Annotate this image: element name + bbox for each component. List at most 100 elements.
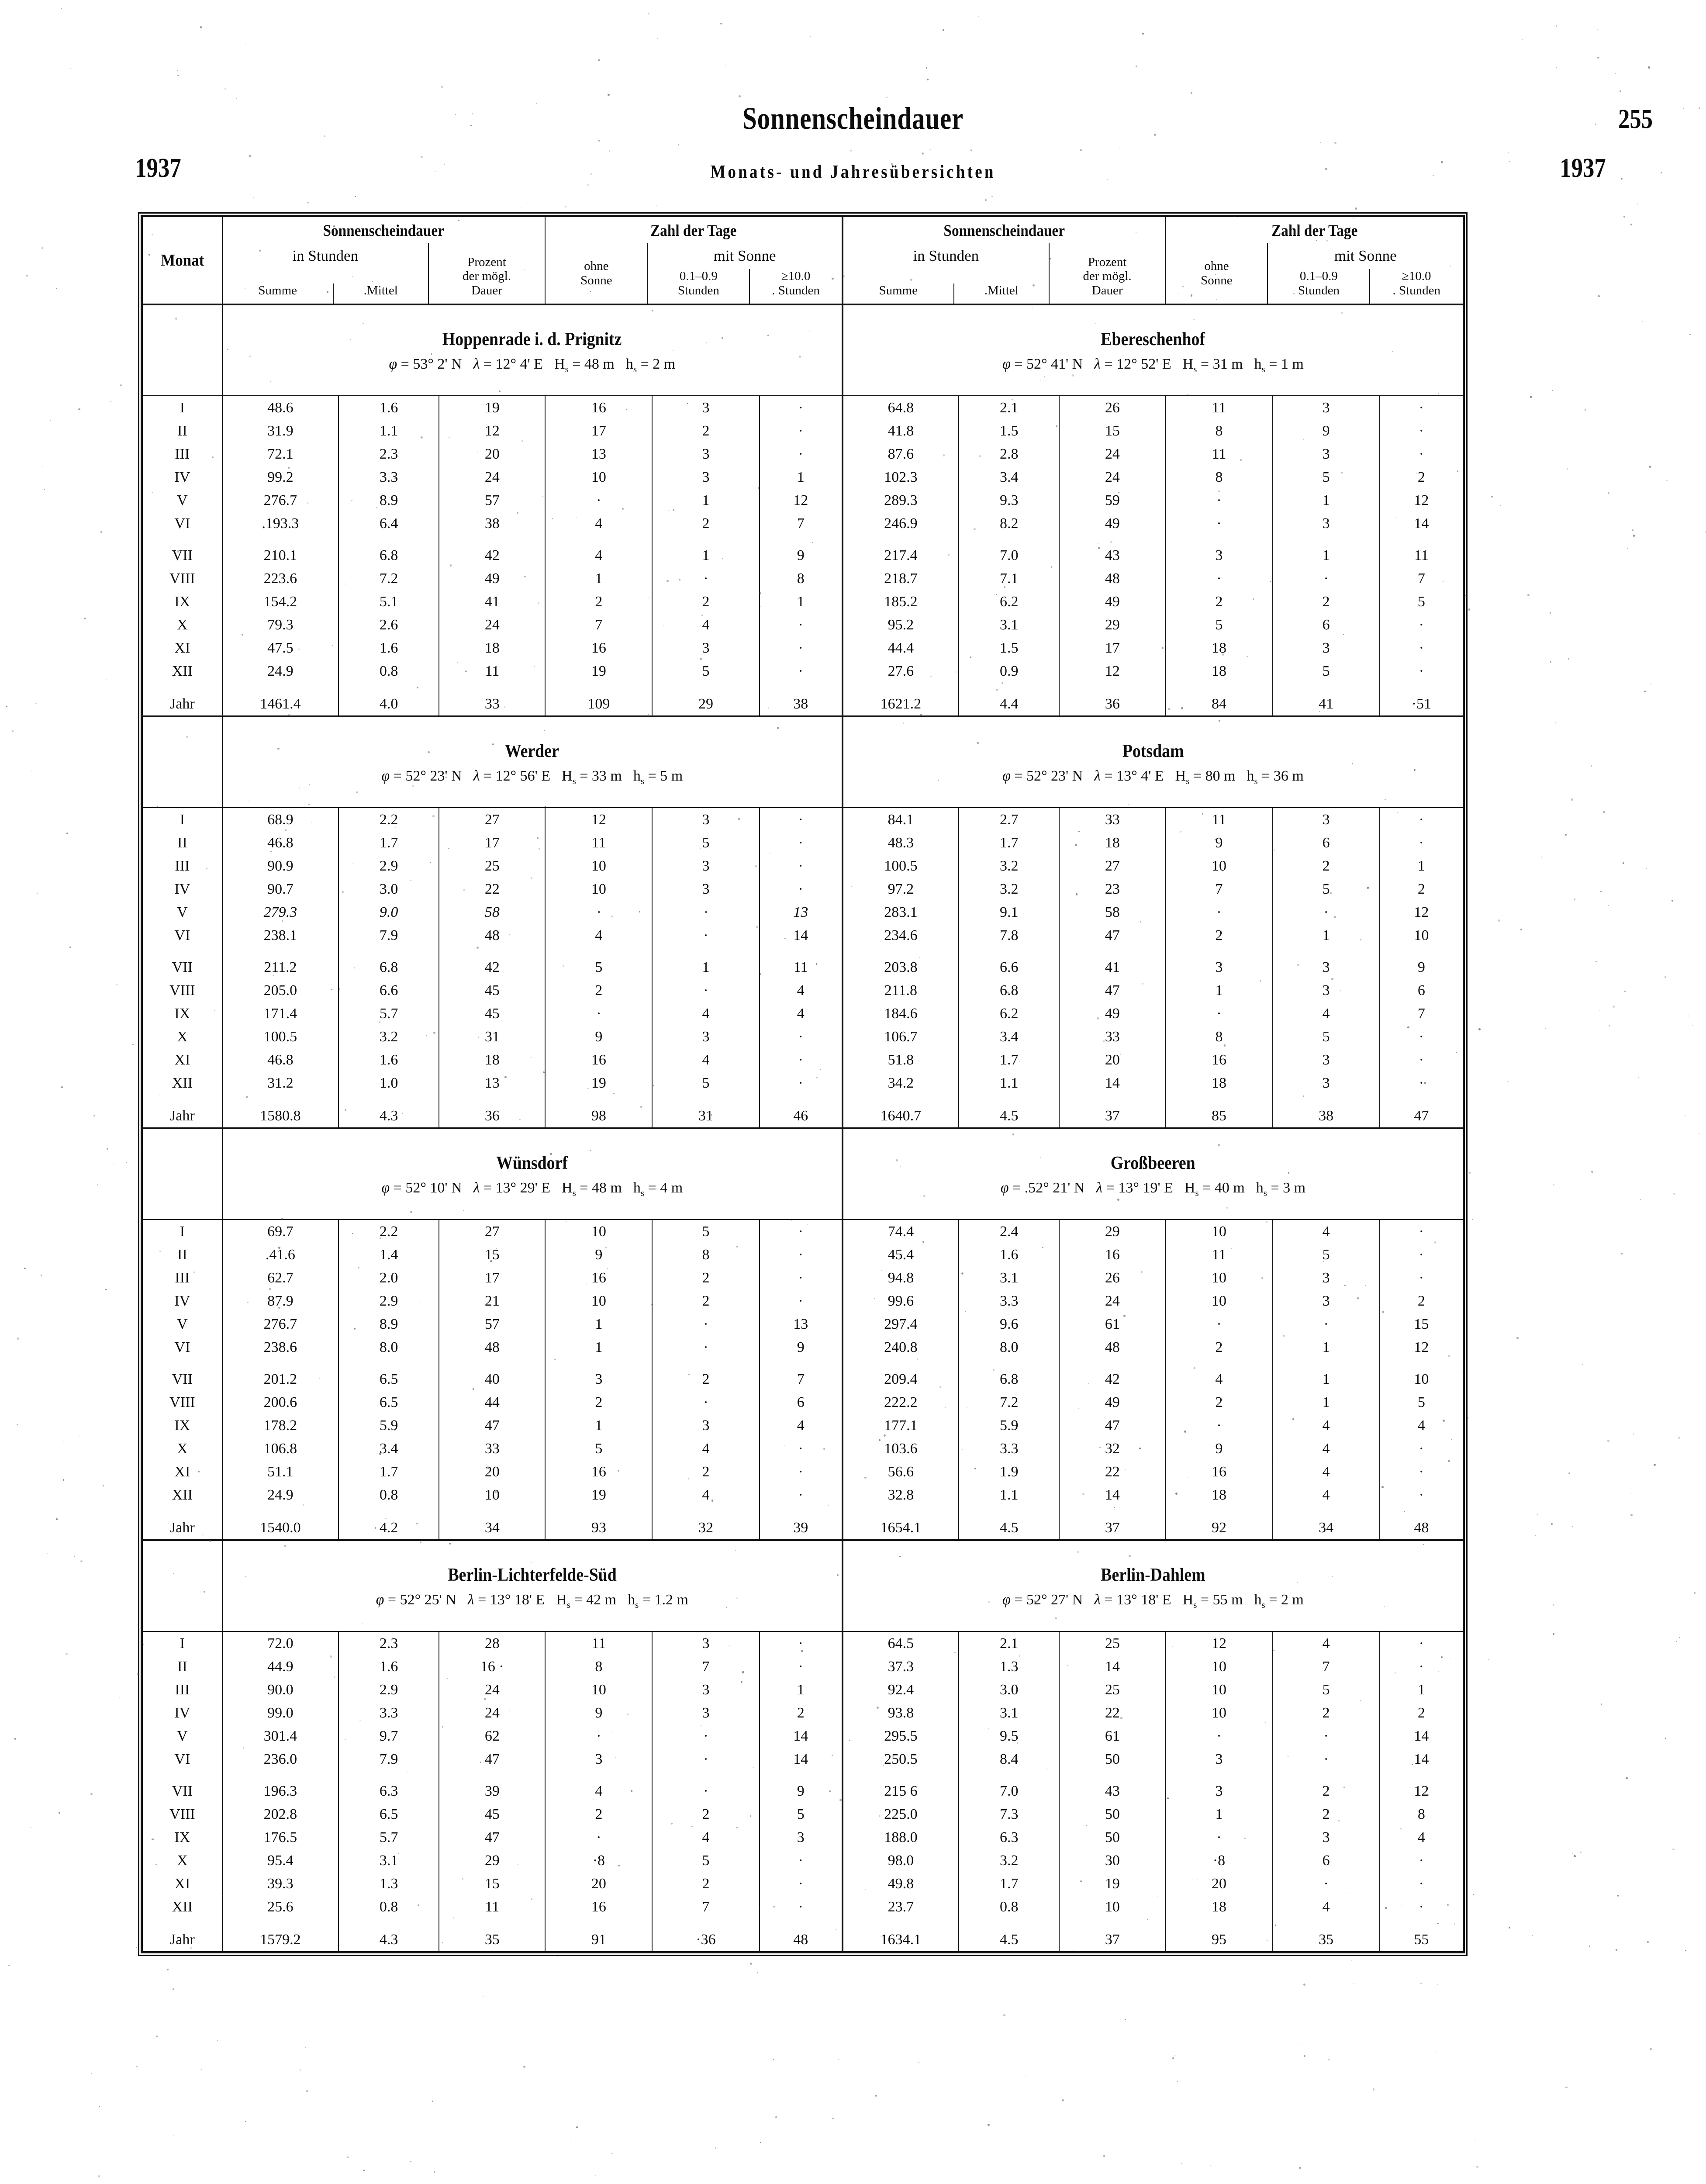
cell-value: 3.2 [959, 854, 1060, 878]
cell-value: 16 [545, 1266, 653, 1289]
cell-value: 11 [1165, 396, 1273, 419]
scan-speckle [979, 455, 982, 457]
cell-value: 7 [1417, 1005, 1425, 1022]
cell-value: 8 [652, 1243, 760, 1266]
sunshine-duration-table: Monat Sonnenscheindauer in Stunden Summe .Mi… [143, 217, 1463, 1951]
table-row: IV 99.2 3.3 24 10 3 1 102.3 3.4 24 8 5 2 [143, 466, 1463, 489]
scan-speckle [663, 625, 664, 626]
cell-value: 13 [545, 442, 653, 466]
cell-value: 1.3 [338, 1872, 440, 1895]
cell-value: 7.3 [959, 1803, 1060, 1826]
cell-value: · [759, 613, 843, 636]
scan-speckle [750, 1962, 753, 1965]
scan-speckle [1302, 439, 1304, 440]
scan-speckle [888, 521, 889, 522]
scan-speckle [878, 1439, 881, 1441]
scan-speckle [1646, 868, 1647, 870]
scan-speckle [1172, 1645, 1174, 1647]
cell-value: 5 [1272, 1025, 1380, 1048]
cell-value: 2 [545, 1391, 653, 1414]
cell-value: 1.6 [338, 1655, 440, 1678]
scan-speckle [1247, 656, 1248, 658]
cell-value: 4 [1165, 1359, 1273, 1391]
scan-speckle [1595, 961, 1597, 962]
cell-value: 4 [1272, 1002, 1380, 1025]
cell-value: 103.6 [842, 1437, 960, 1460]
cell-value: 19 [545, 1071, 653, 1095]
cell-value: 12 [1165, 1631, 1273, 1655]
scan-speckle [1673, 1192, 1675, 1195]
cell-value-year: 55 [1414, 1931, 1429, 1948]
column-header-prozent: Prozent der mögl. Dauer [462, 255, 511, 297]
cell-value: 3 [652, 1025, 760, 1048]
cell-value: 19 [1059, 1872, 1166, 1895]
scan-speckle [657, 38, 659, 40]
cell-value: 5.9 [959, 1414, 1060, 1437]
cell-value: 14 [1059, 1071, 1166, 1095]
scan-speckle [1142, 983, 1144, 985]
cell-value-year: 4.4 [959, 683, 1060, 717]
row-label-month: II [143, 419, 223, 442]
scan-speckle [726, 1607, 727, 1608]
scan-speckle [1401, 1904, 1403, 1906]
column-header-0-1-0-9-stunden: 0.1–0.9 Stunden [1268, 269, 1371, 304]
scan-speckle [807, 1224, 808, 1225]
scan-speckle [361, 1623, 363, 1624]
cell-value-year: 29 [652, 683, 760, 717]
cell-value-year: 34 [1272, 1507, 1380, 1541]
cell-value: 3 [1272, 1826, 1380, 1849]
cell-value: 99.6 [842, 1289, 960, 1313]
scan-speckle [242, 634, 243, 636]
scan-speckle [1498, 919, 1500, 922]
cell-value-year: 84 [1165, 683, 1273, 717]
scan-speckle [1274, 1925, 1276, 1926]
cell-value: 6.3 [338, 1771, 440, 1803]
scan-speckle [1395, 1672, 1396, 1674]
cell-value: 20 [439, 442, 546, 466]
scan-speckle [1106, 1460, 1108, 1461]
scan-speckle [1461, 1370, 1463, 1372]
scan-speckle [883, 1765, 884, 1766]
scan-speckle [1216, 299, 1218, 300]
cell-value: 1 [1272, 535, 1380, 567]
scan-speckle [1292, 1418, 1294, 1420]
cell-value: 2.1 [959, 396, 1060, 419]
cell-value-year: 35 [439, 1918, 546, 1951]
scan-speckle [1640, 1199, 1641, 1201]
scan-speckle [874, 1297, 875, 1299]
cell-value: 49 [1059, 590, 1166, 613]
cell-value: 8.4 [959, 1748, 1060, 1771]
cell-value: · [1419, 834, 1424, 851]
cell-value: 106.7 [842, 1025, 960, 1048]
cell-value: 87.9 [222, 1289, 339, 1313]
scan-speckle [1033, 1600, 1036, 1603]
scan-speckle [1147, 1918, 1148, 1920]
cell-value: 5.7 [338, 1826, 440, 1849]
scan-speckle [1033, 284, 1035, 287]
scan-speckle [311, 821, 312, 823]
scan-speckle [544, 730, 546, 731]
scan-speckle [354, 1328, 356, 1330]
scan-speckle [1338, 1820, 1340, 1822]
cell-value: 6.2 [959, 1002, 1060, 1025]
scan-speckle [1649, 466, 1651, 468]
scan-speckle [759, 973, 761, 975]
scan-speckle [701, 615, 703, 617]
cell-value: 29 [1059, 1220, 1166, 1243]
scan-speckle [173, 2135, 174, 2136]
cell-value: 1 [1272, 1336, 1380, 1359]
scan-speckle [828, 1505, 829, 1506]
row-label-month: V [143, 1724, 223, 1748]
cell-value: 5 [652, 831, 760, 854]
scan-speckle [1075, 844, 1077, 846]
cell-value: 37.3 [842, 1655, 960, 1678]
scan-speckle [910, 279, 912, 281]
table-row: I 68.9 2.2 27 12 3 · 84.1 2.7 33 11 3 · [143, 808, 1463, 831]
scan-speckle [1476, 2166, 1478, 2168]
row-label-month: IV [143, 466, 223, 489]
cell-value: 2 [1417, 881, 1425, 897]
cell-value: 44 [439, 1391, 546, 1414]
